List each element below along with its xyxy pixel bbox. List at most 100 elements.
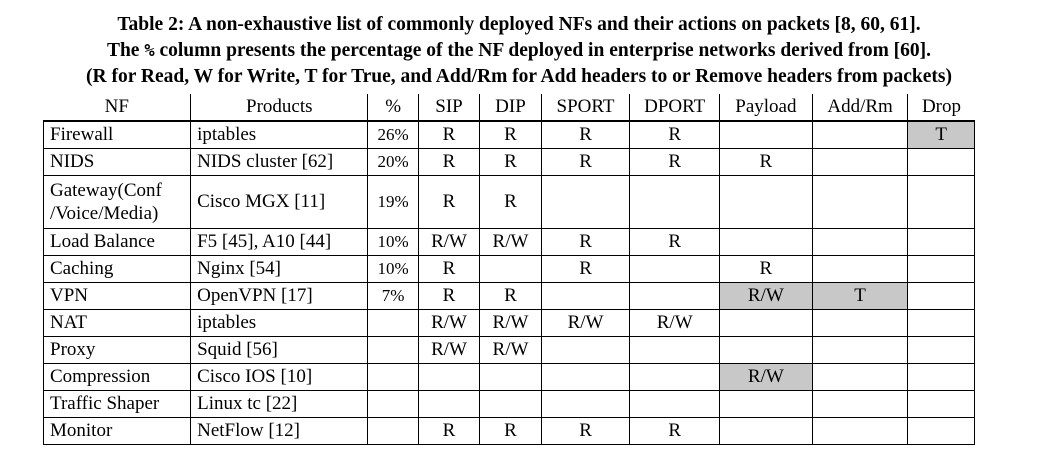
cell-sport	[540, 336, 631, 364]
cell-dip	[479, 255, 542, 283]
header-dport: DPORT	[629, 94, 720, 122]
cell-payload: R	[719, 255, 813, 283]
cell-dip: R/W	[479, 309, 542, 337]
cell-addrm	[811, 175, 909, 229]
cell-nf: Compression	[42, 363, 192, 391]
cell-nf: NAT	[42, 309, 192, 337]
header-drop: Drop	[907, 94, 975, 122]
cell-products: iptables	[190, 120, 369, 149]
cell-products: F5 [45], A10 [44]	[190, 228, 369, 256]
cell-products: Cisco MGX [11]	[190, 175, 369, 229]
cell-dport: R/W	[629, 309, 721, 337]
table-row: Monitor NetFlow [12] R R R R	[42, 417, 975, 445]
cell-addrm	[811, 417, 909, 445]
cell-sport	[540, 390, 631, 418]
cell-drop	[907, 282, 975, 310]
cell-payload	[719, 390, 813, 418]
cell-payload: R	[719, 148, 813, 176]
cell-sip: R	[417, 175, 481, 229]
table-row: NIDS NIDS cluster [62] 20% R R R R R	[42, 148, 975, 176]
cell-percent: 7%	[367, 282, 419, 310]
table-row: Proxy Squid [56] R/W R/W	[42, 336, 975, 364]
cell-dip	[479, 390, 542, 418]
header-payload: Payload	[719, 94, 813, 122]
cell-addrm	[811, 148, 909, 176]
cell-dip: R	[479, 120, 542, 149]
caption-line-1: Table 2: A non-exhaustive list of common…	[117, 14, 921, 35]
cell-drop	[907, 309, 975, 337]
cell-sport	[540, 282, 631, 310]
cell-dip: R/W	[479, 228, 542, 256]
cell-drop	[907, 417, 975, 445]
table-row: Traffic Shaper Linux tc [22]	[42, 390, 975, 418]
cell-addrm	[811, 255, 909, 283]
table-row: Caching Nginx [54] 10% R R R	[42, 255, 975, 283]
cell-sport: R/W	[540, 309, 631, 337]
cell-drop	[907, 336, 975, 364]
cell-sport: R	[540, 255, 631, 283]
caption-line-2-pre: The	[106, 40, 145, 61]
cell-percent: 20%	[367, 148, 419, 176]
cell-dip: R	[479, 282, 542, 310]
cell-dport	[629, 255, 721, 283]
cell-drop	[907, 148, 975, 176]
cell-addrm	[811, 228, 909, 256]
cell-percent	[367, 363, 419, 391]
cell-sip: R/W	[417, 309, 481, 337]
cell-sip: R	[417, 148, 481, 176]
header-nf: NF	[43, 94, 191, 122]
cell-sip: R	[417, 417, 481, 445]
table-row: Compression Cisco IOS [10] R/W	[42, 363, 975, 391]
cell-dport: R	[629, 148, 721, 176]
cell-addrm	[811, 363, 909, 391]
caption-line-3: (R for Read, W for Write, T for True, an…	[86, 66, 952, 87]
cell-products: NetFlow [12]	[190, 417, 369, 445]
cell-percent: 10%	[367, 255, 419, 283]
cell-sip	[417, 390, 481, 418]
cell-percent: 19%	[367, 175, 419, 229]
table-row: VPN OpenVPN [17] 7% R R R/W T	[42, 282, 975, 310]
cell-percent	[367, 309, 419, 337]
caption-line-2-post: column presents the percentage of the NF…	[154, 40, 932, 61]
cell-dip: R	[479, 148, 542, 176]
cell-products: NIDS cluster [62]	[190, 148, 369, 176]
cell-nf: Caching	[42, 255, 192, 283]
cell-payload: R/W	[719, 282, 813, 310]
cell-payload	[719, 336, 813, 364]
cell-products: Cisco IOS [10]	[190, 363, 369, 391]
header-products: Products	[190, 94, 368, 122]
cell-products: Squid [56]	[190, 336, 369, 364]
cell-drop: T	[907, 120, 975, 149]
header-sport: SPORT	[540, 94, 630, 122]
cell-nf: Firewall	[42, 120, 192, 149]
cell-payload: R/W	[719, 363, 813, 391]
cell-sport: R	[540, 417, 631, 445]
cell-dport	[629, 336, 721, 364]
cell-payload	[719, 175, 813, 229]
cell-percent	[367, 417, 419, 445]
cell-dip	[479, 363, 542, 391]
cell-sport	[540, 175, 631, 229]
cell-sip: R	[417, 120, 481, 149]
cell-sip: R	[417, 255, 481, 283]
table-row: NAT iptables R/W R/W R/W R/W	[42, 309, 975, 337]
header-row: NF Products % SIP DIP SPORT DPORT Payloa…	[43, 94, 975, 122]
header-addrm: Add/Rm	[811, 94, 908, 122]
header-percent: %	[367, 94, 419, 122]
cell-products: Nginx [54]	[190, 255, 369, 283]
cell-addrm	[811, 120, 909, 149]
cell-nf: NIDS	[42, 148, 192, 176]
cell-nf: Load Balance	[42, 228, 192, 256]
cell-addrm	[811, 390, 909, 418]
cell-products: OpenVPN [17]	[190, 282, 369, 310]
cell-nf: Monitor	[42, 417, 192, 445]
cell-addrm	[811, 336, 909, 364]
table-caption: Table 2: A non-exhaustive list of common…	[0, 12, 1038, 90]
cell-dip: R	[479, 175, 542, 229]
cell-payload	[719, 309, 813, 337]
table-row: Gateway(Conf /Voice/Media) Cisco MGX [11…	[42, 175, 975, 229]
cell-dip: R/W	[479, 336, 542, 364]
cell-percent: 26%	[367, 120, 419, 149]
cell-percent	[367, 390, 419, 418]
caption-percent-symbol: %	[144, 41, 155, 61]
